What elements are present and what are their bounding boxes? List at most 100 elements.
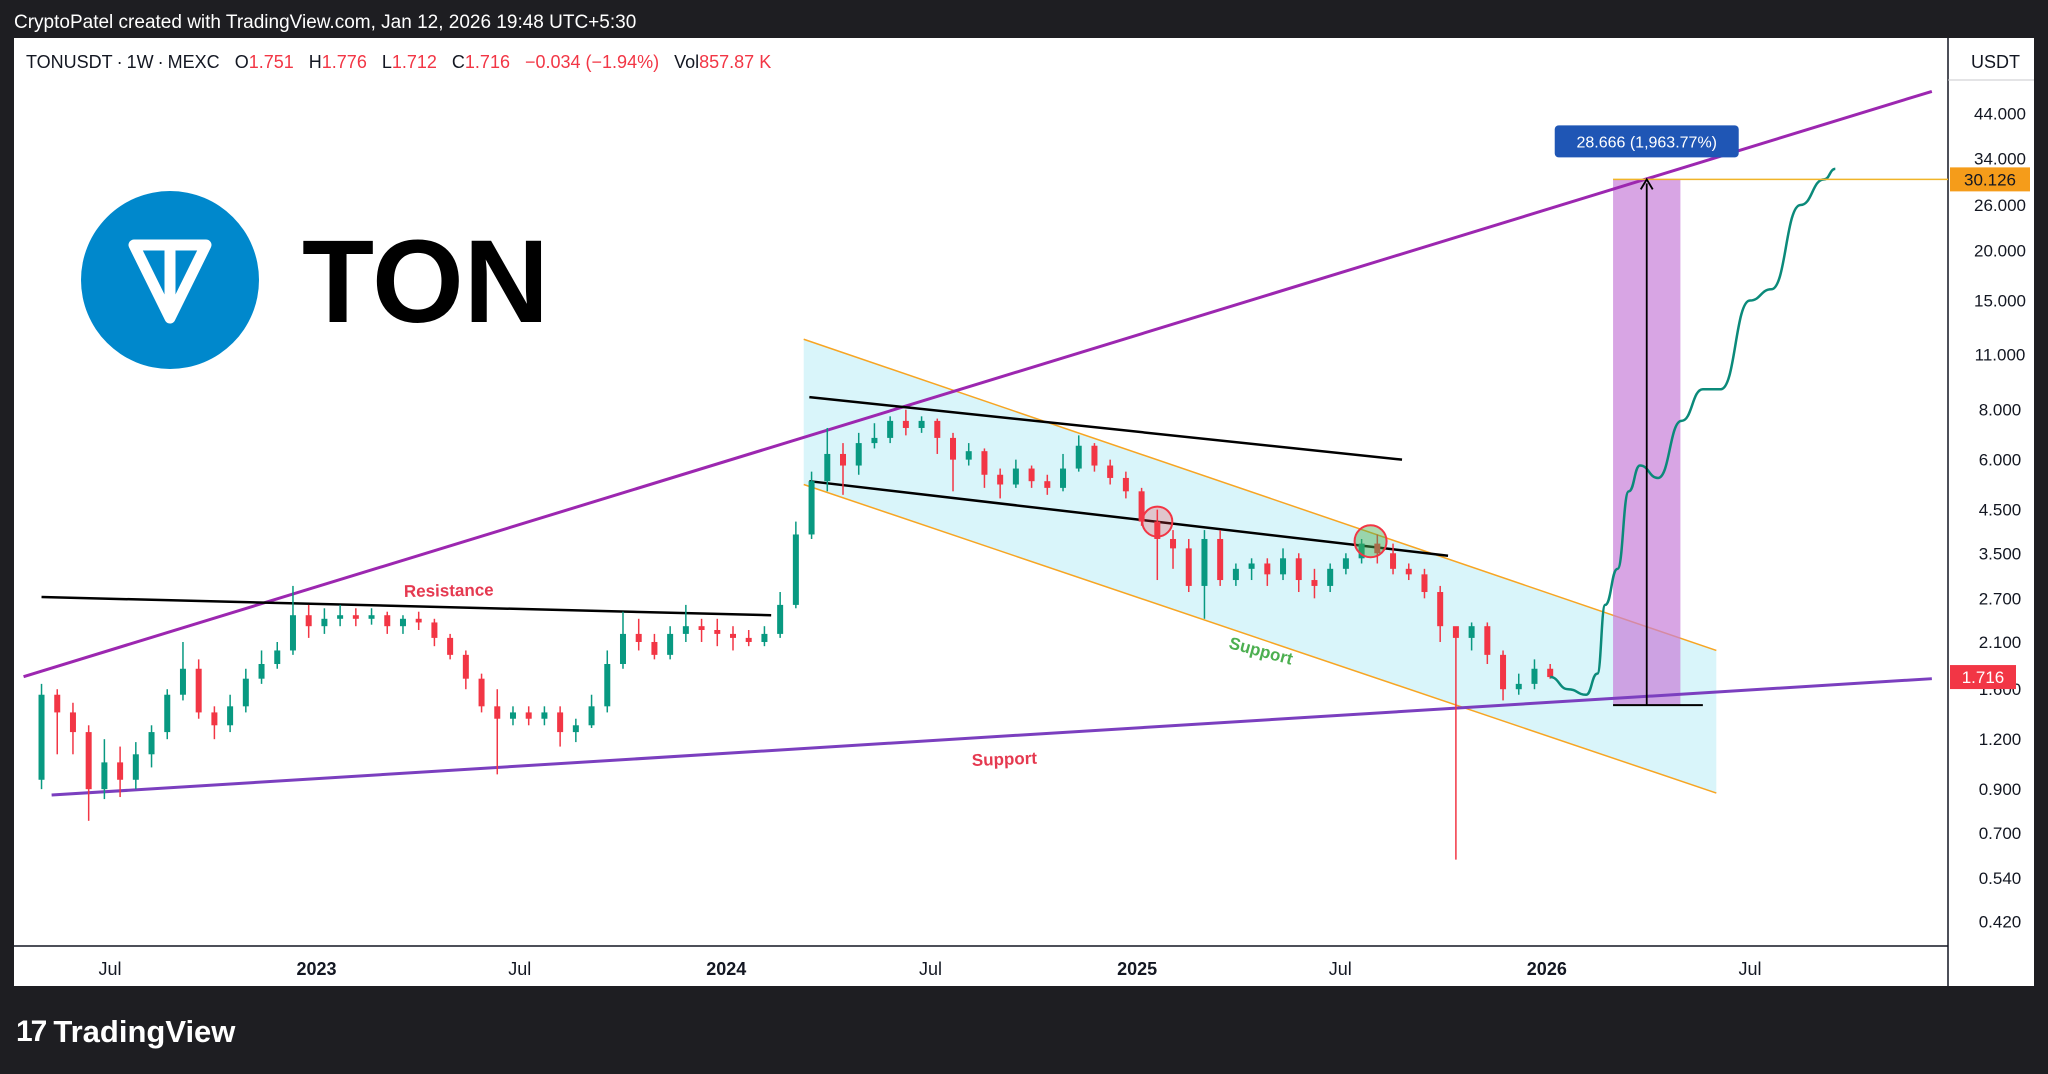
candle: [1468, 622, 1475, 651]
candle-body: [887, 420, 894, 438]
currency-label[interactable]: USDT: [1971, 52, 2020, 72]
candle-body: [1452, 626, 1459, 638]
candle: [965, 443, 972, 466]
candle: [1358, 538, 1365, 564]
tradingview-footer[interactable]: 17 TradingView: [16, 1014, 235, 1050]
long-term-support-line: [51, 677, 1932, 797]
candle-body: [1374, 543, 1381, 554]
target-price-tag-label: 30.126: [1964, 170, 2016, 189]
candle-body: [101, 762, 108, 790]
candle: [635, 618, 642, 651]
candle: [525, 706, 532, 726]
candle: [1531, 659, 1538, 690]
candle: [651, 633, 658, 660]
candle: [1452, 626, 1459, 860]
open-label: O: [234, 52, 249, 72]
candle: [997, 468, 1004, 499]
measure-label-background: [1554, 125, 1739, 158]
low-value: 1.712: [391, 52, 437, 72]
candle-body: [604, 664, 611, 707]
overlay-layer: [1141, 167, 1948, 707]
candle-body: [682, 626, 689, 634]
candle: [1107, 459, 1114, 485]
candle-body: [1358, 543, 1365, 559]
candle-body: [934, 420, 941, 438]
interval[interactable]: 1W: [126, 52, 154, 72]
volume-label: Vol: [674, 52, 700, 72]
candle: [682, 604, 689, 642]
candle: [902, 409, 909, 436]
candle-body: [588, 706, 595, 726]
candle-body: [792, 534, 799, 605]
candle-body: [38, 694, 45, 780]
support-line-label: Support: [971, 749, 1037, 770]
candle-body: [274, 650, 281, 665]
price-tick-label: 0.900: [1979, 780, 2022, 799]
symbol-name[interactable]: TONUSDT: [26, 52, 113, 72]
candle-body: [855, 443, 862, 466]
chart-credit: CryptoPatel created with TradingView.com…: [14, 12, 637, 33]
candle-body: [541, 712, 548, 719]
candle: [1295, 553, 1302, 593]
candle: [1311, 568, 1318, 599]
candle: [745, 630, 752, 647]
candle-body: [808, 481, 815, 535]
measure-label-text: 28.666 (1,963.77%): [1576, 134, 1717, 151]
candle-body: [1122, 477, 1129, 492]
candle-body: [981, 451, 988, 475]
candle-body: [447, 637, 454, 655]
close-value: 1.716: [464, 52, 510, 72]
candle: [1280, 548, 1287, 581]
candle: [981, 448, 988, 488]
candle: [1044, 474, 1051, 495]
candle: [289, 585, 296, 655]
candle-body: [242, 678, 249, 707]
candle: [1028, 465, 1035, 488]
breakdown-line: [809, 479, 1449, 558]
candle: [887, 416, 894, 444]
candle-body: [1075, 445, 1082, 469]
candle: [855, 432, 862, 475]
candle-body: [54, 694, 61, 713]
candle: [101, 739, 108, 800]
candle-body: [1232, 568, 1239, 581]
candle-body: [745, 637, 752, 642]
candle: [164, 689, 171, 740]
measure-arrow-head: [1639, 177, 1654, 190]
candle-body: [1201, 538, 1208, 586]
candle: [934, 418, 941, 454]
measure-label-box[interactable]: 28.666 (1,963.77%): [1554, 125, 1739, 158]
candle-body: [714, 630, 721, 634]
candle: [38, 683, 45, 790]
candle-body: [69, 712, 76, 733]
candle-body: [1390, 553, 1397, 569]
retest-marker-circle: [1353, 524, 1388, 559]
candle-body: [305, 615, 312, 627]
time-axis[interactable]: Jul 2023 Jul 2024 Jul 2025 Jul 2026 Jul: [98, 959, 1761, 979]
candle-body: [1437, 592, 1444, 627]
candle: [1075, 435, 1082, 472]
price-tick-label: 4.500: [1979, 501, 2022, 520]
price-tick-label: 0.420: [1979, 913, 2022, 932]
open-value: 1.751: [248, 52, 294, 72]
candle-body: [321, 618, 328, 627]
candle-body: [918, 420, 925, 428]
candle-body: [415, 618, 422, 623]
candle-body: [1342, 558, 1349, 569]
candle: [1217, 530, 1224, 586]
tradingview-brand: TradingView: [53, 1014, 236, 1049]
candle-body: [164, 694, 171, 733]
time-tick-label: Jul: [1738, 959, 1761, 979]
candle: [399, 615, 406, 634]
breakdown-marker-circle: [1141, 505, 1174, 538]
candle-body: [1248, 563, 1255, 569]
price-tick-label: 15.000: [1974, 291, 2026, 310]
candle-body: [1217, 538, 1224, 581]
candle-body: [651, 641, 658, 655]
candle-body: [1154, 521, 1161, 539]
candle: [195, 659, 202, 719]
candle-body: [525, 712, 532, 719]
drawings-layer: [23, 89, 1933, 797]
price-axis[interactable]: 44.000 34.000 26.000 20.000 15.000 11.000 8.00…: [1974, 105, 2026, 932]
